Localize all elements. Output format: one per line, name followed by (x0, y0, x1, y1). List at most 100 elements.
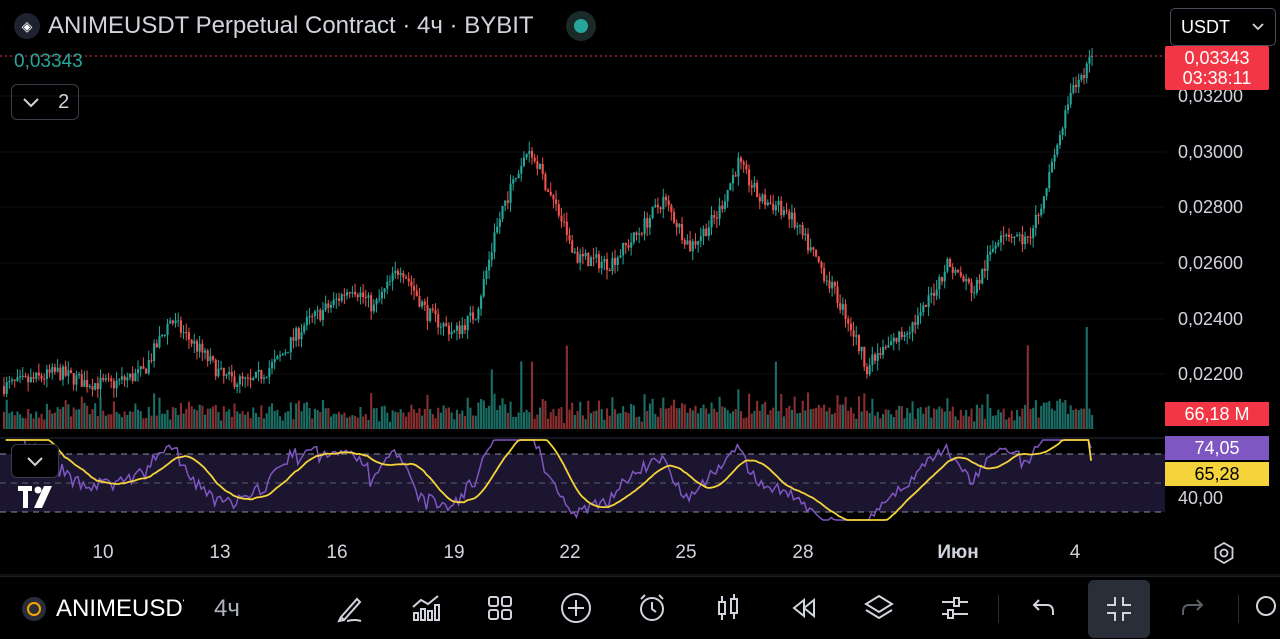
layers-icon[interactable] (861, 590, 897, 626)
currency-select[interactable]: USDT (1170, 8, 1276, 46)
market-status-icon[interactable] (565, 11, 596, 41)
candle-body (718, 205, 721, 219)
brush-icon[interactable] (332, 590, 368, 626)
volume-bar (458, 413, 461, 429)
volume-bar (61, 406, 65, 429)
volume-tag: 66,18 M (1165, 402, 1269, 426)
timeframe-button[interactable]: 4ч (214, 595, 240, 622)
candle-body (287, 352, 290, 354)
y-tick: 0,02800 (1178, 197, 1244, 217)
indicators-icon[interactable] (407, 590, 443, 626)
collapse-icon[interactable] (1088, 580, 1150, 638)
candle-body (954, 269, 957, 273)
volume-bar (1045, 402, 1048, 429)
volume-bar (206, 408, 209, 429)
axis-settings-icon[interactable] (1212, 541, 1236, 565)
candle-body (640, 233, 643, 235)
rsi-collapse-button[interactable] (11, 444, 59, 478)
volume-bar (710, 402, 713, 429)
volume-bar (587, 400, 590, 429)
candle-body (667, 200, 670, 206)
candle-body (839, 303, 842, 310)
volume-bar (118, 413, 121, 429)
volume-bar (715, 411, 718, 429)
volume-bar (182, 413, 185, 429)
candle-body (723, 201, 727, 209)
candle-body (812, 247, 815, 250)
volume-bar (798, 412, 802, 429)
volume-bar (43, 419, 46, 429)
volume-bar (750, 413, 753, 429)
volume-bar (1016, 410, 1019, 429)
candle-body (664, 196, 668, 201)
volume-bar (1083, 408, 1086, 429)
candle-body (857, 335, 861, 352)
candle-body (142, 366, 145, 369)
candle-body (541, 164, 544, 175)
replay-icon[interactable] (785, 590, 821, 626)
candle-body (994, 245, 997, 249)
volume-bar (431, 414, 434, 429)
search-icon[interactable] (1256, 590, 1280, 626)
candle-body (281, 353, 284, 356)
candle-body (372, 304, 375, 312)
candle-body (863, 346, 866, 367)
undo-icon[interactable] (1024, 590, 1060, 626)
candle-body (201, 343, 204, 353)
symbol-selector[interactable]: ANIMEUSDT 4ч (22, 595, 240, 623)
candle-body (879, 353, 882, 355)
candle-body (284, 352, 287, 354)
symbol-title[interactable]: ANIMEUSDT Perpetual Contract · 4ч · BYBI… (48, 12, 534, 39)
volume-bar (1005, 419, 1008, 429)
candle-body (450, 331, 453, 335)
volume-bar (552, 408, 555, 429)
candle-body (300, 332, 303, 340)
candle-body (364, 296, 367, 298)
candle-body (442, 323, 445, 327)
layouts-icon[interactable] (482, 590, 518, 626)
candle-body (75, 375, 78, 385)
candle-body (179, 320, 182, 333)
candle-body (118, 379, 121, 381)
indicators-collapse-button[interactable]: 2 (11, 84, 79, 120)
candle-body (1010, 237, 1013, 239)
volume-bar (5, 399, 8, 429)
volume-bar (378, 421, 381, 429)
candle-body (252, 377, 255, 380)
volume-bar (254, 413, 258, 429)
candle-body (276, 356, 279, 360)
candle-body (547, 189, 550, 192)
redo-icon[interactable] (1176, 590, 1212, 626)
volume-bar (975, 404, 978, 429)
candle-body (354, 291, 357, 295)
candle-body (587, 252, 590, 267)
volume-bar (691, 410, 694, 429)
add-icon[interactable] (558, 590, 594, 626)
candle-body (552, 195, 555, 200)
volume-bar (185, 408, 188, 429)
volume-bar (110, 414, 113, 429)
volume-bar (273, 410, 276, 429)
candle-body (453, 330, 456, 332)
candle-body (265, 376, 268, 378)
candle-body (421, 301, 424, 307)
volume-bar (56, 407, 59, 429)
x-tick: 28 (792, 542, 814, 563)
volume-bar (664, 408, 668, 429)
candles-icon[interactable] (710, 590, 746, 626)
candle-body (64, 366, 67, 376)
candle-body (847, 319, 850, 324)
candle-body (686, 240, 689, 245)
settings-sliders-icon[interactable] (937, 590, 973, 626)
candle-body (78, 374, 81, 376)
candle-body (244, 377, 247, 379)
candle-body (447, 325, 450, 335)
volume-bar (852, 413, 855, 429)
alert-icon[interactable] (634, 590, 670, 626)
volume-bar (697, 413, 700, 429)
candle-body (410, 281, 413, 287)
candle-body (174, 320, 177, 324)
candle-body (131, 373, 134, 381)
volume-bar (364, 414, 367, 429)
